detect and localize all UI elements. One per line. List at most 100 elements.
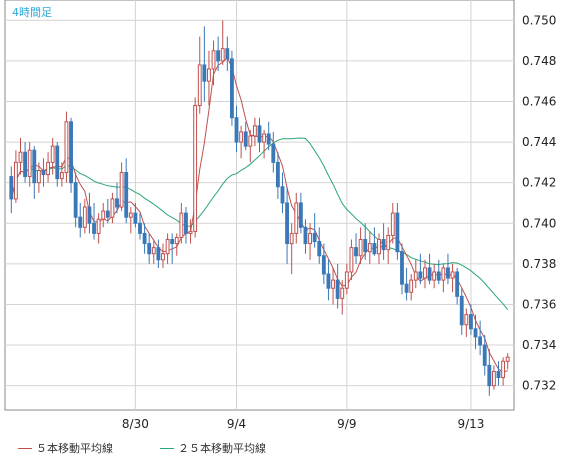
candle — [349, 239, 354, 281]
candle — [335, 263, 340, 309]
candle-body — [441, 267, 446, 281]
candle — [193, 97, 198, 238]
candle-body — [179, 212, 184, 238]
candle — [64, 111, 69, 183]
candle — [211, 40, 216, 86]
candle-body — [349, 247, 354, 273]
candle — [409, 274, 414, 301]
candle — [82, 198, 87, 234]
candle — [501, 357, 506, 386]
y-tick-label: 0.750 — [522, 13, 556, 27]
candle — [73, 172, 78, 228]
candle-body — [423, 267, 427, 279]
legend-ma25-label: ２５本移動平均線 — [178, 442, 266, 455]
candle-body — [505, 356, 510, 362]
candle-body — [229, 58, 234, 119]
candle — [266, 121, 271, 151]
candle-body — [101, 210, 106, 220]
candle-body — [128, 212, 133, 218]
candle-body — [427, 267, 432, 281]
candle — [271, 131, 276, 173]
candle — [197, 36, 202, 114]
candle — [92, 202, 96, 240]
candle — [395, 202, 400, 260]
candle-body — [36, 169, 41, 184]
candle — [138, 213, 142, 240]
candle — [459, 288, 464, 335]
candle — [294, 192, 299, 244]
candle-body — [216, 50, 221, 62]
candle — [174, 233, 179, 256]
y-tick-label: 0.740 — [522, 216, 556, 230]
candle — [78, 202, 83, 238]
candle — [225, 36, 230, 72]
candle — [46, 152, 50, 183]
candle-body — [271, 143, 276, 163]
candle — [13, 150, 18, 203]
candle-body — [46, 161, 50, 176]
candle-body — [151, 247, 156, 255]
candle-body — [13, 161, 18, 200]
candle-body — [193, 105, 198, 232]
candle — [464, 308, 469, 337]
candle-body — [308, 232, 312, 245]
candle-body — [285, 202, 290, 245]
candle-body — [64, 121, 69, 174]
candle — [41, 158, 46, 187]
candle-body — [381, 239, 386, 251]
candle — [303, 219, 308, 254]
candle — [298, 192, 303, 234]
candle-body — [23, 151, 28, 178]
candle-body — [248, 135, 253, 147]
candle — [128, 207, 133, 234]
candle-body — [124, 172, 129, 218]
x-tick-label: 8/30 — [122, 417, 149, 431]
candle — [423, 259, 427, 289]
candle-body — [395, 212, 400, 253]
candle-body — [344, 271, 349, 289]
candle — [69, 117, 73, 193]
legend-ma5-swatch — [18, 447, 32, 449]
candle — [110, 192, 115, 224]
candle — [220, 20, 225, 65]
candle — [50, 138, 55, 175]
candle-body — [294, 202, 299, 234]
candle — [289, 223, 294, 275]
candle-body — [165, 239, 170, 255]
candle-body — [239, 131, 244, 143]
candle-body — [459, 295, 464, 326]
candle-body — [473, 328, 478, 338]
candle-body — [138, 222, 142, 234]
candle — [331, 267, 335, 305]
candle — [275, 152, 280, 199]
candle — [23, 142, 28, 183]
candle-body — [450, 271, 455, 279]
candle-body — [257, 125, 262, 143]
candle — [446, 253, 450, 285]
candle — [147, 233, 152, 264]
candle — [36, 162, 41, 193]
candle — [321, 243, 326, 285]
candle — [101, 202, 106, 228]
y-tick-label: 0.746 — [522, 94, 556, 108]
candle — [487, 349, 492, 396]
candle-body — [491, 370, 496, 387]
legend-ma25: ２５本移動平均線 — [160, 440, 266, 456]
candle-body — [243, 131, 248, 147]
y-tick-label: 0.734 — [522, 338, 556, 352]
candle-body — [59, 172, 64, 180]
candle-body — [303, 226, 308, 245]
candle-body — [321, 255, 326, 275]
candle-body — [413, 271, 418, 281]
legend-ma25-swatch — [160, 447, 174, 449]
candle — [156, 239, 161, 268]
candle-body — [496, 370, 501, 379]
candle-body — [18, 151, 23, 163]
candle-body — [455, 271, 460, 297]
candle — [216, 36, 221, 72]
candle-body — [275, 161, 280, 188]
candle-body — [326, 273, 331, 289]
candle — [386, 227, 391, 264]
candle-body — [156, 247, 161, 261]
candle-body — [478, 336, 483, 346]
